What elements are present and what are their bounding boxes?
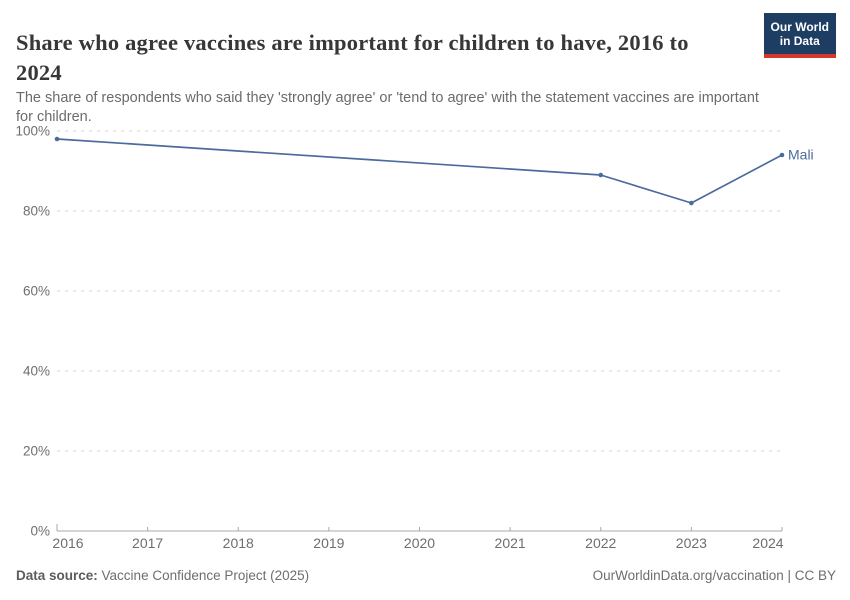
y-tick-label: 0% (30, 524, 50, 539)
y-tick-label: 100% (15, 124, 50, 139)
series-line-mali[interactable] (56, 138, 783, 204)
data-point[interactable] (689, 200, 694, 206)
data-source: Data source: Vaccine Confidence Project … (16, 568, 309, 583)
owid-logo-line2: in Data (779, 34, 820, 48)
line-chart: 0% 20% 40% 60% 80% 100% 2016 2017 2018 2019 2020 20… (0, 112, 850, 557)
y-tick-label: 60% (23, 284, 50, 299)
x-tick-label: 2023 (676, 535, 707, 551)
x-tick-label: 2018 (223, 535, 254, 551)
x-tick-label: 2020 (404, 535, 435, 551)
x-tick-label: 2024 (752, 535, 783, 551)
owid-logo[interactable]: Our World in Data (763, 13, 836, 58)
x-tick-label: 2017 (132, 535, 163, 551)
x-tick-label: 2016 (52, 535, 83, 551)
owid-logo-line1: Our World (770, 20, 829, 34)
x-tick-label: 2022 (585, 535, 616, 551)
series-label-mali[interactable]: Mali (788, 147, 814, 163)
y-tick-label: 20% (23, 444, 50, 459)
data-point[interactable] (54, 136, 60, 142)
x-tick-label: 2019 (313, 535, 344, 551)
chart-title: Share who agree vaccines are important f… (16, 30, 689, 86)
data-point[interactable] (779, 152, 785, 158)
data-point[interactable] (598, 172, 604, 178)
chart-subtitle: The share of respondents who said they '… (16, 89, 759, 125)
data-source-value: Vaccine Confidence Project (2025) (101, 568, 310, 583)
attribution-link[interactable]: OurWorldinData.org/vaccination | CC BY (592, 568, 836, 583)
y-tick-label: 40% (23, 364, 50, 379)
x-tick-label: 2021 (495, 535, 526, 551)
y-tick-label: 80% (23, 204, 50, 219)
line-chart-svg: 0% 20% 40% 60% 80% 100% 2016 2017 2018 2019 2020 20… (15, 124, 814, 552)
chart-footer: Data source: Vaccine Confidence Project … (16, 568, 836, 583)
data-source-label: Data source: (16, 568, 98, 583)
